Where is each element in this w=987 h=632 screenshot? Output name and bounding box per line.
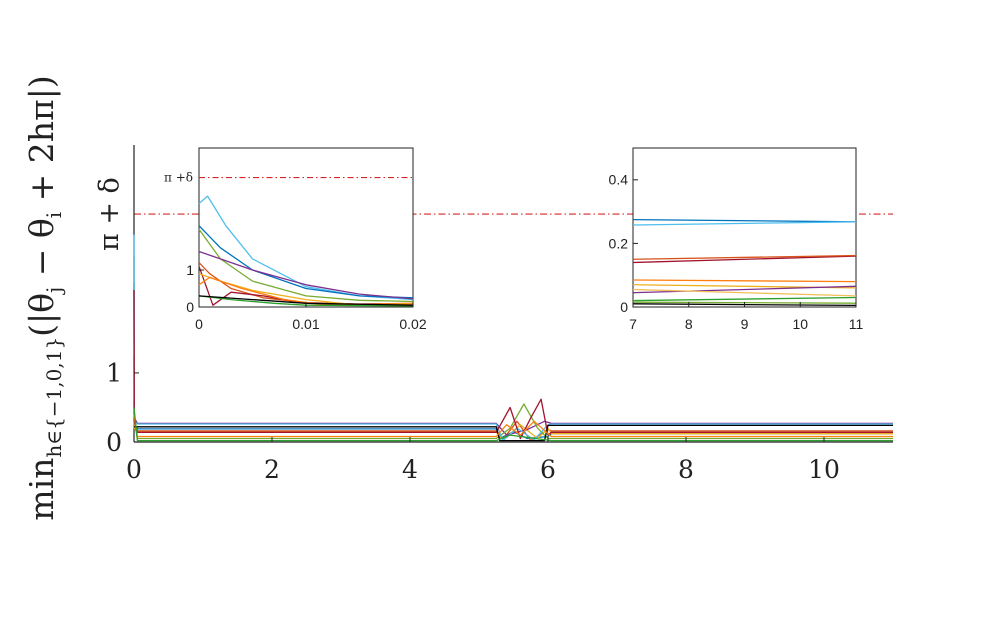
- main-x-tick-label: 0: [126, 455, 142, 484]
- inset-early-y-tick-label: 0: [186, 299, 194, 315]
- inset-early-series-line: [198, 295, 414, 307]
- inset-late-x-tick-label: 8: [685, 316, 693, 332]
- inset-early-x-tick-label: 0.02: [399, 316, 426, 332]
- inset-late-series-line: [632, 288, 857, 297]
- inset-early-frame: [198, 147, 414, 308]
- inset-late-y-tick-label: 0: [620, 299, 628, 315]
- inset-late-series-line: [632, 279, 857, 283]
- main-threshold-label: π + δ: [94, 177, 125, 251]
- inset-late-series-line: [632, 218, 857, 223]
- y-axis-label: minh∈{−1,0,1}(|θj − θi + 2hπ|): [22, 75, 66, 521]
- inset-early-y-tick-label: 1: [186, 262, 194, 278]
- inset-late-x-tick-label: 7: [629, 316, 637, 332]
- main-series-line: [133, 407, 893, 442]
- inset-late-series-line: [632, 221, 857, 226]
- main-series-line: [133, 289, 893, 440]
- inset-late-x-tick-label: 11: [849, 316, 864, 332]
- main-x-tick-label: 10: [808, 455, 840, 484]
- main-x-tick-label: 8: [678, 455, 694, 484]
- inset-early-series-line: [198, 250, 414, 300]
- inset-late-series-line: [632, 285, 857, 294]
- inset-late-series-line: [632, 255, 857, 264]
- inset-late-x-tick-label: 10: [792, 316, 808, 332]
- main-series-line: [133, 414, 893, 438]
- main-series-line: [133, 355, 893, 442]
- main-x-tick-label: 6: [540, 455, 556, 484]
- inset-early-x-tick-label: 0: [195, 316, 203, 332]
- inset-early-series-line: [198, 228, 414, 303]
- inset-late-y-tick-label: 0.2: [609, 235, 629, 251]
- main-y-tick-label: 0: [106, 428, 122, 457]
- inset-late-x-tick-label: 9: [741, 316, 749, 332]
- inset-early-chart: π +δ 0 0.01 0.02 0 1: [164, 147, 427, 332]
- inset-late-y-tick-label: 0.4: [609, 172, 629, 188]
- inset-early-threshold-label: π +δ: [164, 171, 193, 185]
- main-x-tick-label: 2: [264, 455, 280, 484]
- inset-late-series-line: [632, 296, 857, 302]
- main-y-tick-label: 1: [106, 359, 122, 388]
- inset-early-series-line: [198, 225, 414, 299]
- inset-early-series-line: [198, 295, 414, 306]
- inset-late-frame: [632, 147, 857, 308]
- inset-late-chart: 7 8 9 10 11 0 0.2 0.4: [609, 147, 864, 332]
- inset-late-series-line: [632, 254, 857, 260]
- main-series-line: [134, 424, 893, 442]
- main-x-tick-label: 4: [402, 455, 418, 484]
- inset-early-x-tick-label: 0.01: [292, 316, 319, 332]
